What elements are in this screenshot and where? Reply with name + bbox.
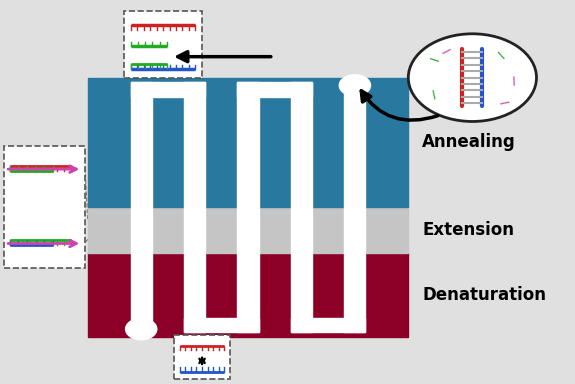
Bar	[88, 207, 408, 253]
Circle shape	[339, 75, 370, 96]
Text: Denaturation: Denaturation	[422, 286, 546, 304]
Text: /: /	[498, 98, 508, 107]
Bar	[344, 82, 366, 332]
Bar	[131, 82, 152, 332]
Text: /: /	[442, 44, 453, 54]
Bar	[131, 82, 205, 97]
Bar	[184, 82, 205, 332]
Circle shape	[125, 318, 157, 340]
Text: /: /	[429, 88, 438, 98]
Text: Annealing: Annealing	[422, 134, 516, 151]
Bar	[291, 318, 366, 332]
Text: /: /	[498, 50, 508, 59]
Bar	[291, 82, 312, 332]
Bar	[237, 82, 259, 332]
Text: Extension: Extension	[422, 221, 514, 239]
Bar	[184, 318, 259, 332]
Text: /: /	[511, 76, 518, 87]
FancyBboxPatch shape	[124, 11, 202, 78]
FancyBboxPatch shape	[174, 335, 230, 379]
Text: /: /	[431, 56, 441, 61]
FancyBboxPatch shape	[4, 146, 85, 268]
Bar	[237, 82, 312, 97]
Circle shape	[408, 34, 536, 121]
Bar	[88, 253, 408, 337]
Bar	[88, 78, 408, 207]
